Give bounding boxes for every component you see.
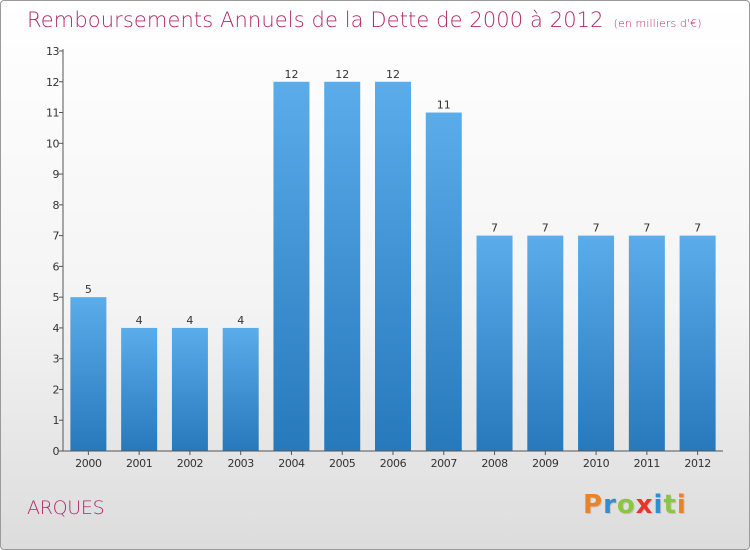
y-tick-label: 12	[46, 76, 59, 89]
x-tick-label: 2004	[278, 457, 305, 470]
bar	[324, 81, 361, 452]
data-label: 7	[694, 222, 701, 235]
x-tick-label: 2009	[532, 457, 559, 470]
data-label: 12	[386, 68, 400, 81]
bar	[578, 235, 615, 451]
bar	[70, 297, 107, 451]
bar	[628, 235, 665, 451]
x-tick-label: 2002	[177, 457, 203, 470]
y-tick-label: 6	[53, 260, 60, 273]
x-tick-label: 2001	[126, 457, 152, 470]
y-tick-label: 9	[53, 168, 60, 181]
y-tick-label: 7	[53, 230, 60, 243]
x-axis-ticks: 2000 2001 2002 2003 2004 2005 2006 2007 2008 2009…	[75, 451, 711, 470]
logo-letter: r	[603, 490, 617, 520]
x-tick-label: 2010	[583, 457, 610, 470]
logo-letter: i	[653, 490, 664, 520]
bars	[70, 81, 716, 452]
bar	[273, 81, 310, 452]
y-tick-label: 11	[46, 107, 59, 120]
data-label: 4	[237, 314, 244, 327]
y-tick-label: 3	[53, 353, 60, 366]
x-tick-label: 2000	[75, 457, 102, 470]
bar	[425, 112, 462, 452]
x-tick-label: 2011	[634, 457, 660, 470]
bar	[679, 235, 716, 451]
proxiti-logo: Proxiti	[583, 490, 687, 520]
logo-letter: t	[663, 490, 677, 520]
chart-title-text: Remboursements Annuels de la Dette de 20…	[27, 8, 604, 32]
x-tick-label: 2003	[227, 457, 254, 470]
data-label: 7	[643, 222, 650, 235]
logo-letter: o	[616, 490, 636, 520]
data-label: 11	[437, 99, 451, 112]
logo-letter: P	[583, 490, 604, 520]
x-tick-label: 2012	[684, 457, 710, 470]
y-tick-label: 5	[53, 291, 60, 304]
bar	[171, 327, 208, 451]
x-tick-label: 2007	[431, 457, 458, 470]
data-labels: 5 4 4 4 12 12 12 11 7 7 7 7 7	[85, 68, 701, 327]
y-tick-label: 4	[53, 322, 60, 335]
chart-title: Remboursements Annuels de la Dette de 20…	[27, 8, 702, 32]
data-label: 5	[85, 283, 92, 296]
logo-letter: x	[635, 490, 654, 520]
logo-letter: i	[676, 490, 687, 520]
y-tick-label: 10	[46, 137, 59, 150]
y-tick-label: 2	[53, 383, 60, 396]
x-tick-label: 2005	[329, 457, 356, 470]
y-tick-label: 1	[53, 414, 60, 427]
y-tick-label: 0	[53, 445, 60, 458]
x-tick-label: 2006	[380, 457, 407, 470]
data-label: 7	[491, 222, 498, 235]
bar	[121, 327, 158, 451]
y-tick-label: 13	[46, 45, 59, 58]
x-tick-label: 2008	[481, 457, 508, 470]
bar	[375, 81, 411, 452]
data-label: 7	[593, 222, 600, 235]
chart-subtitle: (en milliers d'€)	[613, 17, 702, 30]
data-label: 12	[284, 68, 298, 81]
data-label: 4	[186, 314, 193, 327]
commune-name: ARQUES	[27, 497, 105, 519]
data-label: 7	[542, 222, 549, 235]
y-tick-label: 8	[53, 199, 60, 212]
bar	[476, 235, 513, 451]
bar	[222, 327, 259, 451]
bar	[527, 235, 564, 451]
data-label: 4	[136, 314, 143, 327]
data-label: 12	[335, 68, 349, 81]
